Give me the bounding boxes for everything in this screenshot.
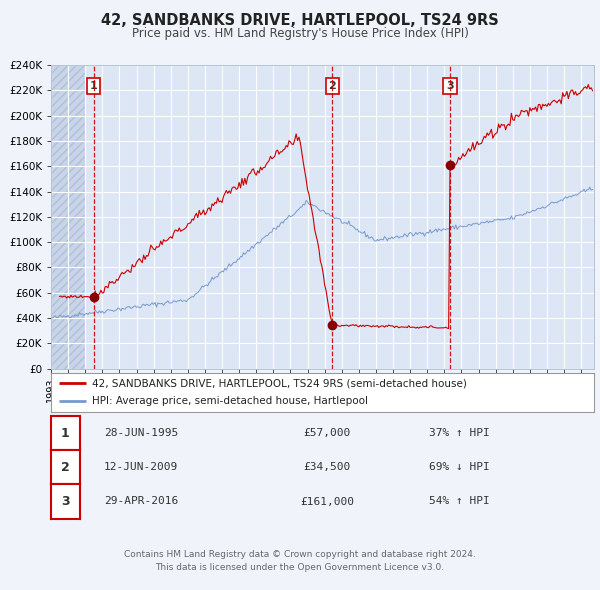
Text: 2: 2 bbox=[61, 461, 70, 474]
Text: 37% ↑ HPI: 37% ↑ HPI bbox=[428, 428, 490, 438]
Text: 69% ↓ HPI: 69% ↓ HPI bbox=[428, 463, 490, 472]
Text: Contains HM Land Registry data © Crown copyright and database right 2024.: Contains HM Land Registry data © Crown c… bbox=[124, 550, 476, 559]
Text: 42, SANDBANKS DRIVE, HARTLEPOOL, TS24 9RS (semi-detached house): 42, SANDBANKS DRIVE, HARTLEPOOL, TS24 9R… bbox=[92, 378, 467, 388]
Text: HPI: Average price, semi-detached house, Hartlepool: HPI: Average price, semi-detached house,… bbox=[92, 396, 368, 407]
Text: 29-APR-2016: 29-APR-2016 bbox=[104, 497, 178, 506]
Text: 2: 2 bbox=[328, 81, 336, 91]
Text: 28-JUN-1995: 28-JUN-1995 bbox=[104, 428, 178, 438]
Text: 1: 1 bbox=[90, 81, 97, 91]
Text: 3: 3 bbox=[61, 495, 70, 508]
Text: 42, SANDBANKS DRIVE, HARTLEPOOL, TS24 9RS: 42, SANDBANKS DRIVE, HARTLEPOOL, TS24 9R… bbox=[101, 13, 499, 28]
Text: Price paid vs. HM Land Registry's House Price Index (HPI): Price paid vs. HM Land Registry's House … bbox=[131, 27, 469, 40]
Text: This data is licensed under the Open Government Licence v3.0.: This data is licensed under the Open Gov… bbox=[155, 563, 445, 572]
Text: 54% ↑ HPI: 54% ↑ HPI bbox=[428, 497, 490, 506]
Text: £34,500: £34,500 bbox=[304, 463, 350, 472]
Text: £161,000: £161,000 bbox=[300, 497, 354, 506]
Text: 12-JUN-2009: 12-JUN-2009 bbox=[104, 463, 178, 472]
Text: 3: 3 bbox=[446, 81, 454, 91]
Polygon shape bbox=[51, 65, 85, 369]
Text: £57,000: £57,000 bbox=[304, 428, 350, 438]
Text: 1: 1 bbox=[61, 427, 70, 440]
